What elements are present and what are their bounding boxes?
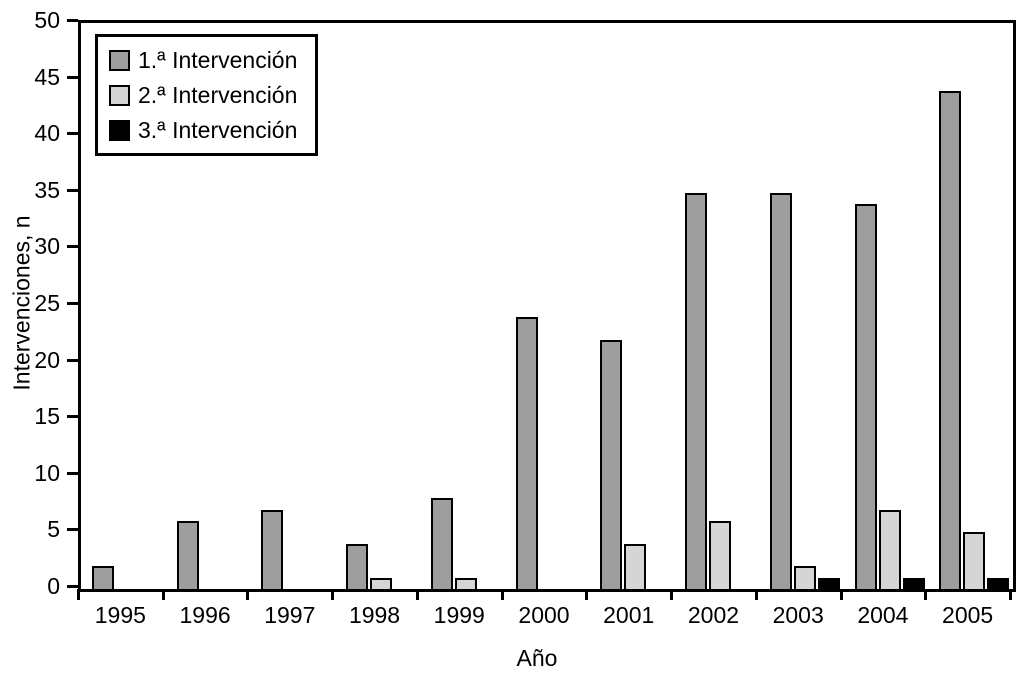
y-axis-tick: [67, 75, 78, 79]
legend-swatch-1a: [109, 49, 130, 71]
x-axis-tick: [670, 589, 674, 600]
bar-2003-series1: [769, 193, 792, 589]
y-axis-tick: [67, 132, 78, 136]
x-axis-label-2001: 2001: [603, 602, 655, 628]
y-axis-tick: [67, 415, 78, 419]
bar-2004-series1: [854, 204, 877, 589]
bar-2003-series2: [793, 566, 816, 589]
y-axis-tick-label: 0: [47, 573, 60, 599]
y-axis-tick: [67, 188, 78, 192]
legend-item-3a-intervencion: 3.ª Intervención: [109, 116, 297, 144]
bar-2002-series2: [709, 521, 732, 589]
legend-item-2a-intervencion: 2.ª Intervención: [109, 81, 297, 109]
bar-2004-series3: [902, 578, 925, 589]
x-axis-label-2004: 2004: [857, 602, 909, 628]
x-axis-tick: [415, 589, 419, 600]
y-axis-tick-label: 5: [47, 516, 60, 543]
x-axis-tick: [1009, 589, 1012, 600]
legend-swatch-3a: [109, 119, 130, 141]
y-axis-tick-label: 40: [34, 120, 60, 147]
legend: 1.ª Intervención 2.ª Intervención 3.ª In…: [95, 34, 319, 156]
legend-label: 1.ª Intervención: [138, 47, 298, 73]
y-axis-tick: [67, 585, 78, 588]
y-axis-tick-label: 15: [34, 403, 60, 430]
x-axis-title: Año: [516, 645, 558, 671]
legend-item-1a-intervencion: 1.ª Intervención: [109, 46, 297, 74]
x-axis-label-1996: 1996: [179, 602, 231, 628]
x-axis-tick: [754, 589, 758, 600]
x-axis-label-2002: 2002: [687, 602, 740, 628]
bar-2004-series2: [878, 510, 901, 589]
x-axis-label-1998: 1998: [348, 602, 401, 628]
y-axis-tick: [67, 471, 78, 475]
bar-1999-series2: [454, 578, 477, 589]
bar-2001-series2: [624, 544, 647, 589]
bar-1996-series1: [176, 521, 199, 589]
bar-2001-series1: [600, 340, 623, 589]
y-axis-tick: [67, 245, 78, 249]
x-axis-tick: [161, 589, 165, 600]
bar-1997-series1: [261, 510, 284, 589]
legend-label: 2.ª Intervención: [138, 82, 298, 108]
x-axis-tick: [77, 589, 80, 600]
x-axis-tick: [585, 589, 589, 600]
x-axis-label-2000: 2000: [518, 602, 570, 628]
x-axis-tick: [331, 589, 335, 600]
y-axis-title: Intervenciones, n: [8, 215, 35, 391]
x-axis-label-2003: 2003: [772, 602, 824, 628]
y-axis-tick-label: 50: [34, 7, 60, 33]
x-axis-tick: [839, 589, 843, 600]
x-axis-label-1997: 1997: [264, 602, 316, 628]
x-axis-tick: [500, 589, 504, 600]
x-axis-tick: [246, 589, 250, 600]
x-axis-label-1999: 1999: [433, 602, 485, 628]
bar-1998-series2: [370, 578, 393, 589]
bar-1998-series1: [346, 544, 369, 589]
x-axis-label-2005: 2005: [942, 602, 994, 628]
legend-swatch-2a: [109, 84, 130, 106]
bar-2002-series1: [685, 193, 708, 589]
bar-2003-series3: [817, 578, 840, 589]
legend-label: 3.ª Intervención: [138, 117, 298, 143]
y-axis-tick-label: 10: [34, 459, 60, 486]
bar-1995-series1: [92, 566, 114, 589]
y-axis-tick-label: 45: [34, 63, 60, 90]
y-axis-tick-label: 20: [34, 346, 60, 373]
bar-2005-series1: [939, 91, 962, 589]
y-axis-tick: [67, 302, 78, 305]
y-axis-tick: [67, 19, 78, 22]
x-axis-tick: [924, 589, 928, 600]
y-axis-tick: [67, 358, 78, 362]
y-axis-tick: [67, 528, 78, 532]
y-axis-tick-label: 35: [34, 176, 60, 203]
bar-1999-series1: [430, 498, 453, 589]
bar-2005-series3: [987, 578, 1010, 589]
bar-2000-series1: [515, 317, 538, 589]
y-axis-tick-label: 25: [34, 290, 60, 316]
x-axis-label-1995: 1995: [94, 602, 146, 628]
y-axis-tick-label: 30: [34, 233, 60, 260]
bar-2005-series2: [963, 532, 986, 589]
